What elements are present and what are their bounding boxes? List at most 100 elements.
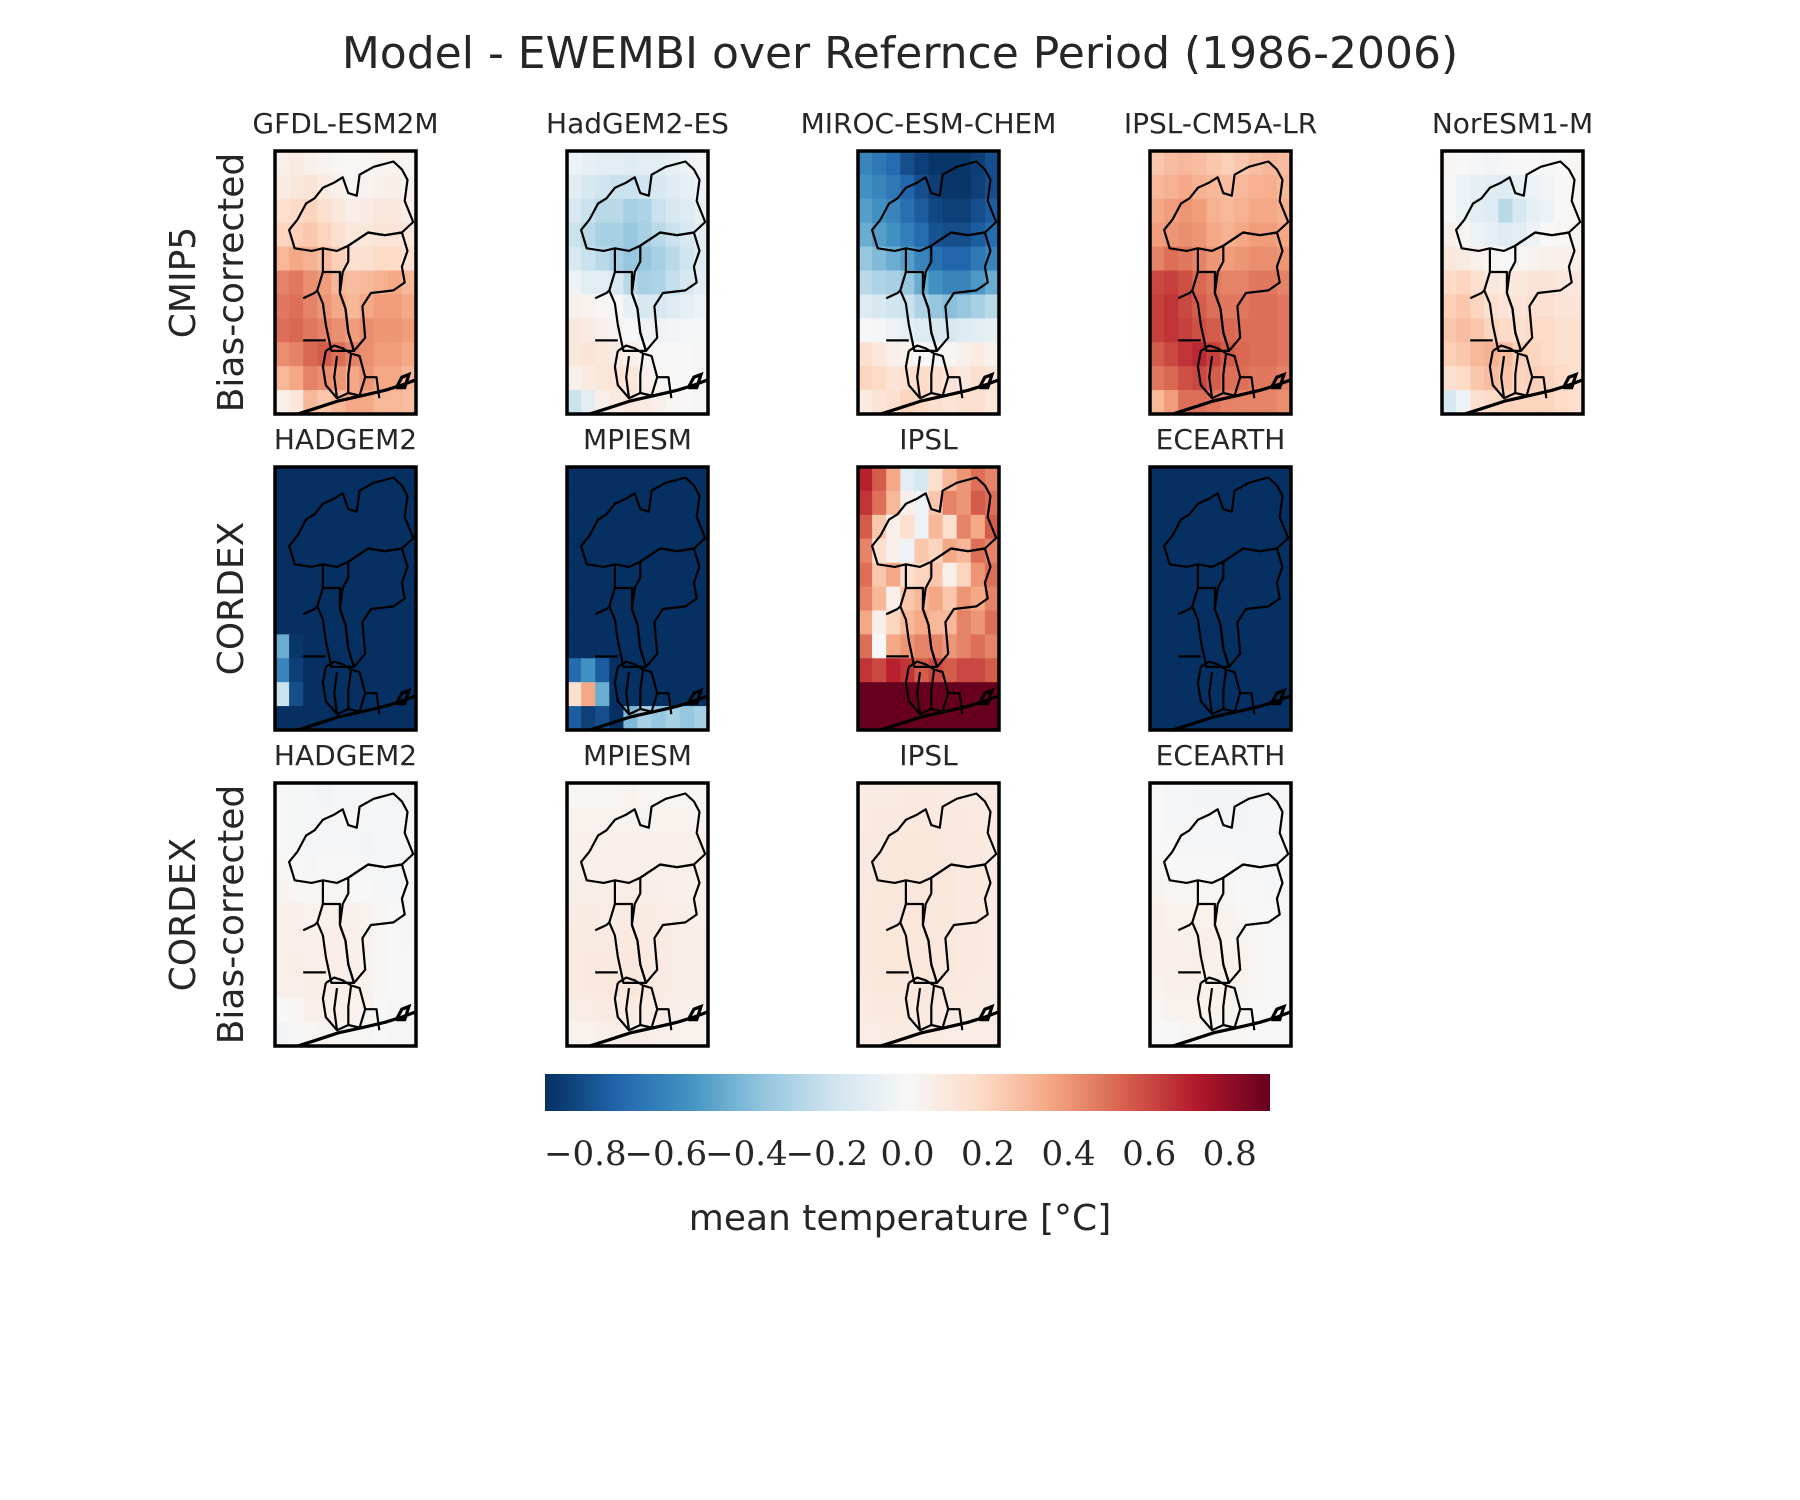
heatmap-cell xyxy=(1150,342,1165,367)
heatmap-cell xyxy=(1276,318,1292,343)
heatmap-cell xyxy=(581,974,596,999)
heatmap-cell xyxy=(373,950,389,975)
heatmap-cell xyxy=(303,998,318,1023)
heatmap-cell xyxy=(401,562,417,588)
heatmap-cell xyxy=(637,270,653,296)
heatmap-cell xyxy=(872,682,887,707)
heatmap-cell xyxy=(623,830,639,856)
heatmap-cell xyxy=(914,467,930,492)
heatmap-cell xyxy=(1526,270,1542,296)
heatmap-cell xyxy=(401,586,417,612)
heatmap-cell xyxy=(665,902,681,928)
heatmap-cell xyxy=(679,878,695,904)
heatmap-cell xyxy=(1276,634,1292,659)
country-border xyxy=(899,271,939,352)
heatmap-cell xyxy=(623,538,639,564)
heatmap-cell xyxy=(858,902,873,928)
heatmap-cell xyxy=(1150,1022,1165,1047)
panel-frame xyxy=(1440,149,1585,416)
heatmap-cell xyxy=(275,610,290,635)
heatmap-cell xyxy=(956,974,972,999)
heatmap-cell xyxy=(1150,974,1165,999)
country-border xyxy=(1483,271,1523,352)
heatmap-cell xyxy=(1442,198,1457,224)
heatmap-cell xyxy=(1262,562,1278,588)
heatmap-cell xyxy=(914,246,930,272)
heatmap-cell xyxy=(567,974,582,999)
heatmap-cell xyxy=(886,151,901,176)
heatmap-cell xyxy=(1554,222,1570,248)
heatmap-cell xyxy=(623,514,639,540)
heatmap-cell xyxy=(275,926,290,951)
heatmap-cell xyxy=(1262,222,1278,248)
heatmap-cell xyxy=(928,926,944,951)
heatmap-cell xyxy=(289,151,304,176)
country-border xyxy=(1469,289,1486,300)
heatmap-cell xyxy=(651,902,667,928)
heatmap-cell xyxy=(665,318,681,343)
heatmap-cell xyxy=(665,467,681,492)
heatmap-cell xyxy=(1178,294,1193,319)
heatmap-cell xyxy=(595,950,610,975)
heatmap-cell xyxy=(1248,174,1264,200)
heatmap-cell xyxy=(970,586,986,612)
heatmap-cell xyxy=(331,151,347,176)
heatmap-cell xyxy=(1234,538,1250,564)
country-border xyxy=(333,355,339,399)
heatmap-cell xyxy=(595,658,610,683)
heatmap-cell xyxy=(359,538,375,564)
heatmap-cell xyxy=(303,854,318,880)
heatmap-cell xyxy=(1234,806,1250,832)
heatmap-cell xyxy=(303,806,318,832)
heatmap-cell xyxy=(886,830,901,856)
heatmap-cell xyxy=(1442,294,1457,319)
heatmap-cell xyxy=(387,926,403,951)
heatmap-cell xyxy=(956,198,972,224)
coastline-detail xyxy=(977,371,995,390)
heatmap-cell xyxy=(1192,467,1207,492)
heatmap-cell xyxy=(373,198,389,224)
heatmap-cell xyxy=(1220,926,1236,951)
heatmap-cell xyxy=(595,854,610,880)
heatmap-cell xyxy=(609,246,624,272)
panel-title: HadGEM2-ES xyxy=(546,107,729,140)
heatmap-cell xyxy=(637,151,653,176)
heatmap-cell xyxy=(651,514,667,540)
heatmap-cell xyxy=(581,390,596,415)
heatmap-cell xyxy=(679,974,695,999)
heatmap-cell xyxy=(665,342,681,367)
heatmap-cell xyxy=(1276,390,1292,415)
heatmap-cell xyxy=(970,294,986,319)
heatmap-cell xyxy=(1498,270,1514,296)
heatmap-cell xyxy=(595,490,610,516)
heatmap-cell xyxy=(1164,318,1179,343)
heatmap-cell xyxy=(373,974,389,999)
colorbar-ticks: −0.8−0.6−0.4−0.2 0.0 0.2 0.4 0.6 0.8 xyxy=(544,1134,1257,1174)
heatmap-cell xyxy=(1178,467,1193,492)
heatmap-cell xyxy=(1248,390,1264,415)
coastline-detail xyxy=(977,1003,995,1022)
heatmap-cell xyxy=(1484,222,1499,248)
heatmap-cell xyxy=(595,151,610,176)
heatmap-panel: NorESM1-M xyxy=(1432,107,1593,416)
heatmap-cell xyxy=(1178,974,1193,999)
heatmap-cell xyxy=(401,610,417,635)
heatmap-cell xyxy=(1234,514,1250,540)
coastline xyxy=(1172,1010,1292,1048)
heatmap-cell xyxy=(1206,198,1222,224)
heatmap-cell xyxy=(886,806,901,832)
heatmap-cell xyxy=(1164,610,1179,635)
panel-title: ECEARTH xyxy=(1156,423,1286,456)
heatmap-cell xyxy=(609,151,624,176)
coastline-detail xyxy=(394,371,412,390)
heatmap-cell xyxy=(1150,538,1165,564)
heatmap-cell xyxy=(1206,222,1222,248)
heatmap-cell xyxy=(1262,854,1278,880)
heatmap-cell xyxy=(1192,706,1207,731)
heatmap-cell xyxy=(275,658,290,683)
heatmap-cell xyxy=(1470,198,1485,224)
heatmap-cell xyxy=(970,174,986,200)
heatmap-cell xyxy=(387,974,403,999)
heatmap-cell xyxy=(401,294,417,319)
heatmap-cell xyxy=(567,806,582,832)
